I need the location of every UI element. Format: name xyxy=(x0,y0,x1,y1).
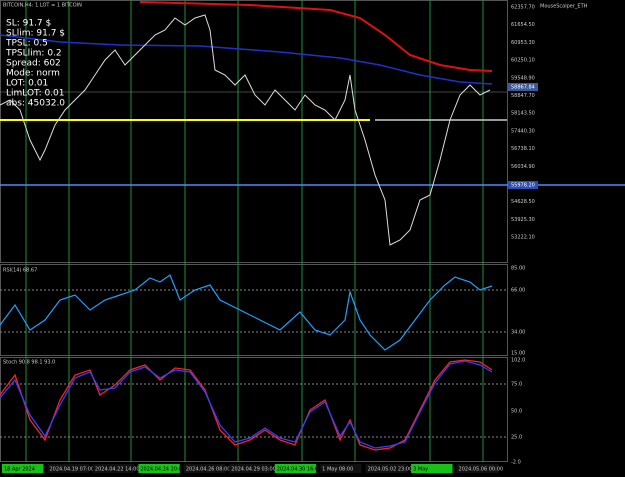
price-label: 53222.10 xyxy=(511,235,535,241)
info-line: LOT: 0.01 xyxy=(6,79,48,89)
price-label: 60250.10 xyxy=(511,58,535,64)
time-label: 2024.05.02 23:00 xyxy=(368,467,413,473)
time-box xyxy=(411,464,453,473)
time-box xyxy=(274,464,317,473)
price-marker-label: 55978.20 xyxy=(511,183,535,189)
time-label: 2024.04.26 08:00 xyxy=(186,467,231,473)
time-label: 2024.04.22 14:00 xyxy=(95,467,140,473)
rsi-axis-label: 66.00 xyxy=(511,288,525,294)
time-box xyxy=(456,464,498,473)
time-box xyxy=(365,464,408,473)
price-label: 54628.50 xyxy=(511,199,535,205)
price-label: 57440.30 xyxy=(511,128,535,134)
stoch-axis-label: -2.0 xyxy=(511,460,521,466)
time-box xyxy=(2,464,44,473)
stoch-axis-label: 102.0 xyxy=(511,358,525,364)
price-label: 62357.70 xyxy=(511,5,535,11)
rsi-axis-label: 85.00 xyxy=(511,266,525,272)
ma-blue xyxy=(0,34,493,85)
symbol-label: BITCOIN,H4: 1 LOT = 1 BITCOIN xyxy=(3,3,82,9)
time-box xyxy=(138,464,180,473)
time-label: 2024.04.30 16:00 xyxy=(277,467,322,473)
time-box xyxy=(47,464,89,473)
time-box xyxy=(320,464,362,473)
time-label: 18 Apr 2024 xyxy=(4,467,35,473)
price-marker xyxy=(508,181,538,189)
rsi-label: RSI(14) 68.67 xyxy=(3,268,37,274)
time-label: 2024.04.24 20:00 xyxy=(140,467,185,473)
stoch-axis-label: 50.0 xyxy=(511,409,522,415)
info-line: TPSL: 0.5 xyxy=(5,39,48,49)
price-label: 58847.70 xyxy=(511,93,535,99)
rsi-line xyxy=(0,274,493,351)
time-label: 2024.04.29 03:00 xyxy=(231,467,276,473)
price-marker xyxy=(508,83,538,91)
stoch-label: Stoch 90.8 98.1 93.0 xyxy=(3,360,55,366)
info-line: SL: 91.7 $ xyxy=(6,19,51,29)
info-line: SLlim: 91.7 $ xyxy=(6,29,65,39)
price-marker-label: 58867.84 xyxy=(511,85,535,91)
pane-borders xyxy=(0,0,508,462)
expert-label: MouseScalper_ETH xyxy=(540,4,588,10)
price-label: 56034.90 xyxy=(511,164,535,170)
price-label: 60953.30 xyxy=(511,40,535,46)
info-line: LimLOT: 0.01 xyxy=(6,89,65,99)
time-box xyxy=(92,464,135,473)
info-line: abs: 45032.0 xyxy=(6,99,65,109)
stoch-signal xyxy=(0,359,493,451)
stoch-main xyxy=(0,360,493,449)
info-line: Mode: norm xyxy=(6,69,60,79)
rsi-axis-label: 15.00 xyxy=(511,351,525,357)
ma-red xyxy=(139,1,493,72)
price-line xyxy=(0,14,491,246)
price-label: 56738.10 xyxy=(511,146,535,152)
rsi-axis-label: 34.00 xyxy=(511,330,525,336)
price-label: 59548.90 xyxy=(511,75,535,81)
time-label: 3 May xyxy=(413,467,428,473)
price-label: 58143.50 xyxy=(511,111,535,117)
price-label: 53925.30 xyxy=(511,217,535,223)
time-box xyxy=(183,464,226,473)
stoch-axis-label: 75.0 xyxy=(511,382,522,388)
info-line: TPSLlim: 0.2 xyxy=(5,49,62,59)
price-label: 61654.50 xyxy=(511,22,535,28)
stoch-axis-label: 25.0 xyxy=(511,435,522,441)
time-label: 1 May 08:00 xyxy=(322,467,353,473)
time-label: 2024.04.19 07:00 xyxy=(49,467,94,473)
session-lines xyxy=(25,0,484,462)
time-box xyxy=(229,464,271,473)
info-line: Spread: 602 xyxy=(6,59,61,69)
time-label: 2024.05.06 00:00 xyxy=(459,467,504,473)
